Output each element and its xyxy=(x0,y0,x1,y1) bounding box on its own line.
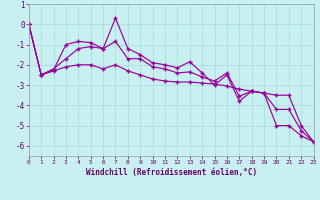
X-axis label: Windchill (Refroidissement éolien,°C): Windchill (Refroidissement éolien,°C) xyxy=(86,168,257,177)
